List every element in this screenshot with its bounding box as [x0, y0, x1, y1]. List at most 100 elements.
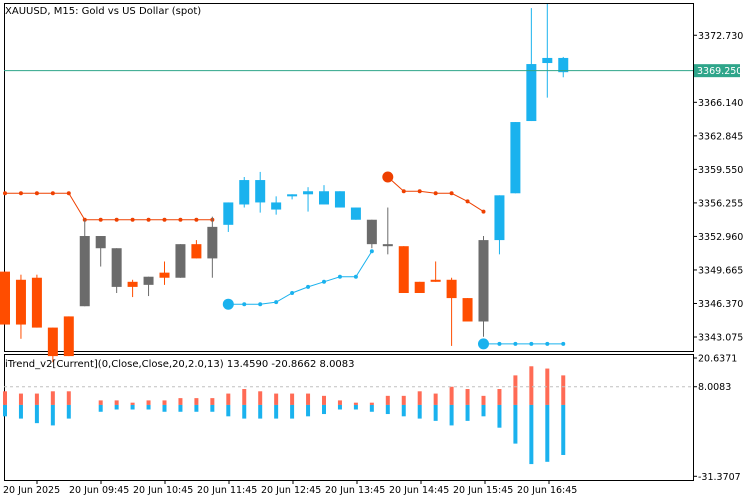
- y-tick-label: 3359.550: [698, 165, 743, 176]
- histogram-bar-negative: [481, 404, 486, 417]
- x-tick-label: 20 Jun 2025: [3, 485, 60, 496]
- indicator-title: iTrend_v2[Current](0,Close,Close,20,2.0,…: [5, 359, 355, 370]
- histogram-bar-negative: [146, 404, 151, 410]
- histogram-bar-negative: [34, 404, 39, 424]
- indicator-y-tick-label: 8.0083: [698, 382, 731, 393]
- candle-body: [319, 191, 329, 205]
- y-tick-label: 3372.730: [698, 31, 743, 42]
- histogram-bar-negative: [497, 404, 502, 428]
- histogram-bar-negative: [561, 404, 566, 455]
- histogram-layer: [3, 366, 566, 465]
- histogram-bar-negative: [417, 404, 422, 419]
- band-start-marker: [382, 171, 394, 183]
- histogram-bar-positive: [114, 400, 119, 405]
- histogram-bar-negative: [306, 404, 311, 417]
- lower-band-point: [545, 341, 550, 346]
- candle-body: [526, 64, 537, 122]
- histogram-bar-positive: [194, 398, 199, 405]
- x-tick-label: 20 Jun 13:45: [325, 485, 385, 496]
- current-price-label: 3369.250: [697, 66, 742, 77]
- y-tick-label: 3352.960: [698, 232, 743, 243]
- histogram-bar-positive: [34, 393, 39, 405]
- histogram-bar-negative: [337, 404, 342, 410]
- candle-body: [446, 279, 457, 299]
- current-price-badge: [694, 64, 740, 78]
- histogram-bar-negative: [130, 404, 135, 410]
- main-pane-frame: [4, 3, 694, 352]
- candle-body: [430, 279, 441, 282]
- candle-body: [223, 202, 234, 225]
- candle-body: [79, 236, 90, 307]
- upper-band-point: [401, 189, 406, 194]
- histogram-bar-negative: [210, 404, 215, 412]
- histogram-bar-negative: [98, 404, 103, 412]
- histogram-bar-positive: [369, 402, 374, 405]
- candle-body: [239, 180, 250, 205]
- histogram-bar-positive: [146, 400, 151, 405]
- upper-band-point: [18, 191, 23, 196]
- lower-band-point: [242, 302, 247, 307]
- histogram-bar-positive: [385, 395, 390, 405]
- upper-band-point: [66, 191, 71, 196]
- lower-band-point: [290, 291, 295, 295]
- candle-body: [510, 122, 521, 194]
- histogram-bar-positive: [258, 391, 263, 405]
- candle-body: [303, 191, 314, 195]
- histogram-bar-positive: [98, 400, 103, 405]
- histogram-bar-negative: [353, 404, 358, 410]
- lower-band-point: [274, 300, 279, 305]
- histogram-bar-positive: [242, 389, 247, 405]
- histogram-bar-negative: [290, 404, 295, 419]
- histogram-bar-positive: [322, 395, 326, 405]
- candle-body: [414, 281, 425, 293]
- lower-band-point: [561, 341, 566, 346]
- histogram-bar-positive: [178, 398, 183, 405]
- histogram-bar-negative: [258, 404, 263, 419]
- lower-band-point: [497, 341, 502, 346]
- candle-body: [47, 327, 58, 357]
- candle-body: [159, 272, 170, 278]
- upper-band-point: [3, 191, 7, 196]
- x-tick-label: 20 Jun 14:45: [389, 485, 449, 496]
- candle-body: [366, 219, 377, 245]
- histogram-bar-positive: [353, 402, 358, 405]
- lower-band-point: [306, 284, 311, 289]
- histogram-bar-positive: [465, 389, 470, 405]
- upper-band-point: [417, 189, 422, 194]
- histogram-bar-positive: [210, 398, 215, 405]
- histogram-bar-negative: [18, 404, 23, 419]
- x-tick-label: 20 Jun 09:45: [69, 485, 129, 496]
- upper-band-point: [98, 217, 103, 222]
- upper-band-point: [162, 217, 167, 222]
- candle-body: [494, 195, 505, 241]
- lower-band-point: [322, 279, 326, 284]
- histogram-bar-positive: [561, 375, 566, 405]
- histogram-bar-positive: [18, 393, 23, 405]
- lower-band-point: [258, 302, 263, 307]
- band-start-marker: [478, 338, 489, 350]
- histogram-bar-negative: [66, 404, 71, 419]
- candle-body: [95, 236, 106, 249]
- upper-band-point: [465, 199, 470, 204]
- candle-body: [558, 57, 569, 73]
- candle-body: [191, 244, 202, 259]
- candle-layer: [0, 4, 569, 363]
- histogram-bar-positive: [433, 393, 438, 405]
- candle-body: [462, 298, 473, 322]
- lower-band-point: [353, 274, 358, 279]
- candle-body: [207, 226, 218, 259]
- histogram-bar-positive: [417, 391, 422, 405]
- lower-band-point: [513, 341, 518, 346]
- histogram-bar-positive: [306, 393, 311, 405]
- histogram-bar-negative: [242, 404, 247, 419]
- lower-band-point: [529, 341, 534, 346]
- y-tick-label: 3362.845: [698, 131, 743, 142]
- indicator-y-tick-label: -31.3707: [698, 472, 741, 483]
- candle-body: [287, 194, 298, 197]
- x-tick-label: 20 Jun 12:45: [261, 485, 321, 496]
- candle-body: [63, 316, 74, 357]
- indicator-pane-frame: [4, 354, 694, 481]
- histogram-bar-negative: [274, 404, 279, 419]
- histogram-bar-positive: [226, 393, 231, 405]
- candle-body: [334, 191, 345, 208]
